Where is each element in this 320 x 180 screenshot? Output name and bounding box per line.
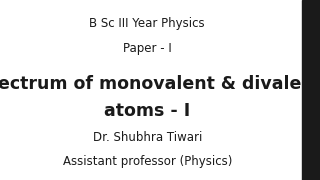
Bar — [302, 0, 320, 180]
Text: atoms - I: atoms - I — [104, 102, 190, 120]
Text: B Sc III Year Physics: B Sc III Year Physics — [89, 17, 205, 30]
Text: Spectrum of monovalent & divalent: Spectrum of monovalent & divalent — [0, 75, 320, 93]
Text: Assistant professor (Physics): Assistant professor (Physics) — [62, 156, 232, 168]
Text: Dr. Shubhra Tiwari: Dr. Shubhra Tiwari — [92, 131, 202, 144]
Text: Paper - I: Paper - I — [123, 42, 172, 55]
